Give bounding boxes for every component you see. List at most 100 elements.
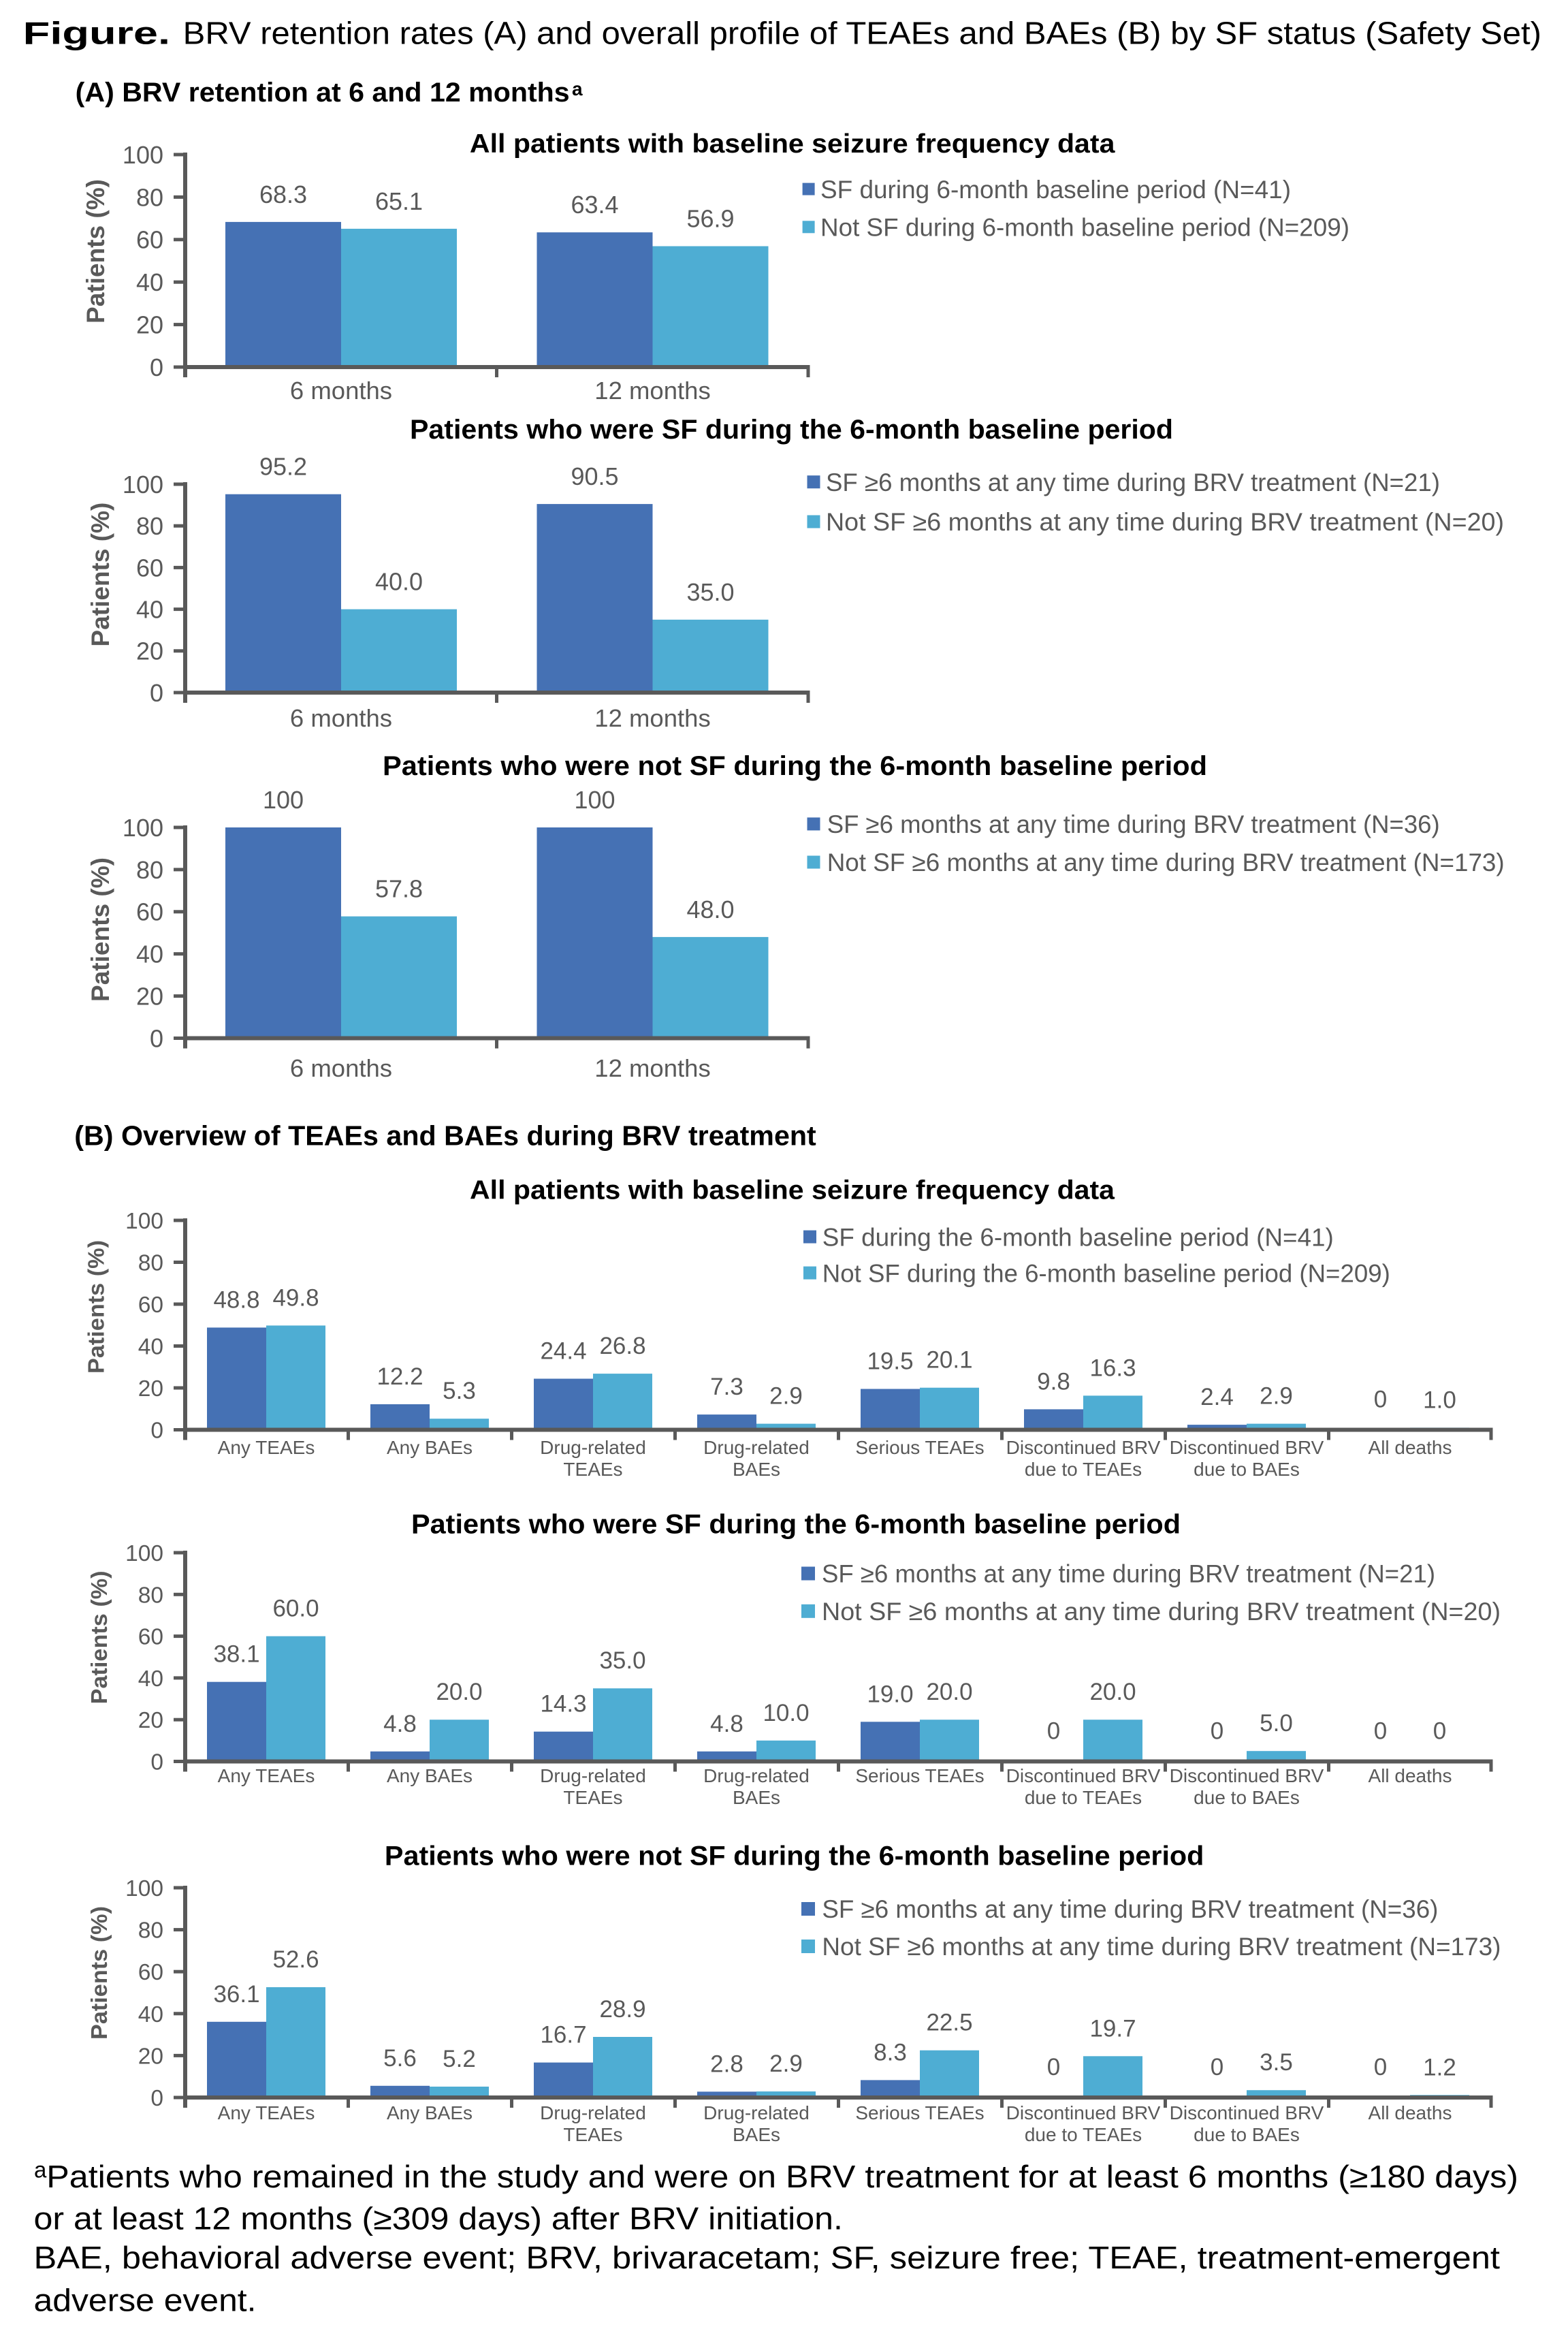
svg-text:TEAEs: TEAEs [563, 1787, 622, 1808]
svg-text:(A) BRV retention at 6 and 12: (A) BRV retention at 6 and 12 months [76, 78, 570, 108]
svg-text:0: 0 [150, 1750, 163, 1775]
svg-text:2.9: 2.9 [769, 2051, 803, 2077]
svg-text:Patients (%): Patients (%) [86, 503, 114, 647]
svg-text:Discontinued BRV: Discontinued BRV [1006, 2102, 1161, 2123]
svg-text:Patients who were SF during th: Patients who were SF during the 6-month … [410, 415, 1173, 445]
svg-text:6 months: 6 months [290, 377, 392, 405]
svg-text:40: 40 [138, 1666, 163, 1692]
svg-text:due to BAEs: due to BAEs [1194, 1787, 1300, 1808]
svg-text:52.6: 52.6 [272, 1946, 319, 1973]
svg-text:26.8: 26.8 [599, 1333, 645, 1359]
svg-text:35.0: 35.0 [686, 578, 734, 606]
svg-text:Drug-related: Drug-related [540, 1437, 646, 1458]
svg-text:0: 0 [1374, 1718, 1387, 1745]
svg-text:68.3: 68.3 [259, 180, 307, 208]
svg-text:100: 100 [574, 786, 615, 814]
svg-text:19.7: 19.7 [1089, 2015, 1136, 2042]
svg-text:20: 20 [136, 983, 163, 1011]
svg-text:40: 40 [136, 268, 163, 296]
svg-text:due to TEAEs: due to TEAEs [1025, 1459, 1142, 1480]
svg-text:Discontinued BRV: Discontinued BRV [1170, 1437, 1324, 1458]
svg-text:60: 60 [136, 898, 163, 926]
svg-text:Not SF ≥6 months at any time d: Not SF ≥6 months at any time during BRV … [827, 849, 1505, 876]
svg-text:90.5: 90.5 [571, 462, 618, 490]
svg-text:Patients (%): Patients (%) [86, 857, 114, 1002]
svg-text:10.0: 10.0 [763, 1700, 809, 1726]
svg-text:All deaths: All deaths [1369, 1437, 1452, 1458]
svg-text:24.4: 24.4 [540, 1338, 586, 1365]
svg-text:63.4: 63.4 [571, 191, 618, 219]
svg-text:TEAEs: TEAEs [563, 1459, 622, 1480]
svg-text:100: 100 [123, 814, 163, 842]
svg-text:100: 100 [123, 141, 163, 169]
svg-text:6 months: 6 months [290, 1054, 392, 1082]
svg-text:80: 80 [138, 1251, 163, 1276]
svg-text:7.3: 7.3 [710, 1374, 743, 1400]
svg-text:Patients who remained in the s: Patients who remained in the study and w… [46, 2159, 1518, 2194]
svg-text:0: 0 [150, 679, 163, 707]
svg-text:2.9: 2.9 [769, 1383, 803, 1410]
svg-text:Any TEAEs: Any TEAEs [218, 2102, 315, 2123]
svg-text:Not SF ≥6 months at any time d: Not SF ≥6 months at any time during BRV … [822, 1598, 1501, 1626]
svg-text:2.9: 2.9 [1260, 1383, 1293, 1410]
svg-text:40.0: 40.0 [375, 568, 423, 596]
svg-text:40: 40 [136, 940, 163, 968]
svg-text:16.7: 16.7 [540, 2022, 586, 2048]
svg-text:Any TEAEs: Any TEAEs [218, 1437, 315, 1458]
svg-text:38.1: 38.1 [213, 1641, 259, 1668]
svg-text:BRV retention rates (A) and ov: BRV retention rates (A) and overall prof… [183, 16, 1541, 51]
svg-text:due to TEAEs: due to TEAEs [1025, 2124, 1142, 2145]
svg-text:48.8: 48.8 [213, 1286, 259, 1313]
svg-text:1.2: 1.2 [1423, 2054, 1456, 2080]
svg-text:100: 100 [125, 1876, 163, 1901]
svg-text:100: 100 [125, 1209, 163, 1234]
svg-text:100: 100 [125, 1541, 163, 1566]
svg-text:100: 100 [123, 471, 163, 499]
svg-text:100: 100 [263, 786, 304, 814]
svg-text:Patients (%): Patients (%) [84, 1240, 110, 1374]
svg-text:Not SF during 6-month baseline: Not SF during 6-month baseline period (N… [820, 214, 1349, 242]
svg-text:12 months: 12 months [594, 1054, 710, 1082]
svg-text:5.0: 5.0 [1260, 1710, 1293, 1737]
svg-text:56.9: 56.9 [686, 205, 734, 233]
svg-text:(B) Overview of TEAEs and BAEs: (B) Overview of TEAEs and BAEs during BR… [74, 1120, 816, 1151]
svg-text:20.1: 20.1 [926, 1347, 972, 1374]
svg-text:65.1: 65.1 [375, 187, 423, 215]
svg-text:60: 60 [138, 1625, 163, 1650]
svg-text:95.2: 95.2 [259, 453, 307, 481]
svg-text:20: 20 [138, 1708, 163, 1733]
svg-text:adverse event.: adverse event. [34, 2283, 257, 2318]
svg-text:40: 40 [136, 596, 163, 624]
svg-text:5.6: 5.6 [383, 2045, 417, 2072]
svg-text:Discontinued BRV: Discontinued BRV [1170, 2102, 1324, 2123]
svg-text:0: 0 [150, 1024, 163, 1052]
svg-text:0: 0 [1433, 1718, 1446, 1745]
svg-text:Drug-related: Drug-related [540, 1765, 646, 1786]
svg-text:0: 0 [1374, 1387, 1387, 1413]
svg-text:Drug-related: Drug-related [703, 1437, 810, 1458]
svg-text:Any TEAEs: Any TEAEs [218, 1765, 315, 1786]
svg-text:48.0: 48.0 [686, 896, 734, 923]
svg-text:9.8: 9.8 [1037, 1368, 1070, 1395]
svg-text:due to BAEs: due to BAEs [1194, 2124, 1300, 2145]
svg-text:Figure.: Figure. [23, 16, 170, 51]
svg-text:BAEs: BAEs [733, 1459, 780, 1480]
svg-text:Not SF during the 6-month base: Not SF during the 6-month baseline perio… [822, 1259, 1390, 1287]
svg-text:Drug-related: Drug-related [703, 1765, 810, 1786]
svg-text:Discontinued BRV: Discontinued BRV [1006, 1437, 1161, 1458]
svg-text:60.0: 60.0 [272, 1596, 319, 1622]
svg-text:due to TEAEs: due to TEAEs [1025, 1787, 1142, 1808]
svg-text:0: 0 [1211, 1718, 1223, 1745]
svg-text:Not SF ≥6 months at any time d: Not SF ≥6 months at any time during BRV … [822, 1933, 1501, 1961]
svg-text:Patients who were SF during th: Patients who were SF during the 6-month … [411, 1510, 1181, 1540]
svg-text:All patients with baseline sei: All patients with baseline seizure frequ… [470, 129, 1115, 159]
svg-text:5.3: 5.3 [443, 1378, 476, 1404]
svg-text:0: 0 [1374, 2054, 1387, 2080]
svg-text:SF ≥6 months at any time durin: SF ≥6 months at any time during BRV trea… [822, 1895, 1438, 1923]
svg-text:5.2: 5.2 [443, 2046, 476, 2072]
svg-text:SF ≥6 months at any time durin: SF ≥6 months at any time during BRV trea… [827, 810, 1440, 838]
svg-text:Not SF ≥6 months at any time d: Not SF ≥6 months at any time during BRV … [826, 508, 1504, 536]
svg-text:All deaths: All deaths [1369, 1765, 1452, 1786]
svg-text:Patients who were not SF durin: Patients who were not SF during the 6-mo… [383, 751, 1207, 781]
svg-text:Patients (%): Patients (%) [82, 179, 110, 323]
